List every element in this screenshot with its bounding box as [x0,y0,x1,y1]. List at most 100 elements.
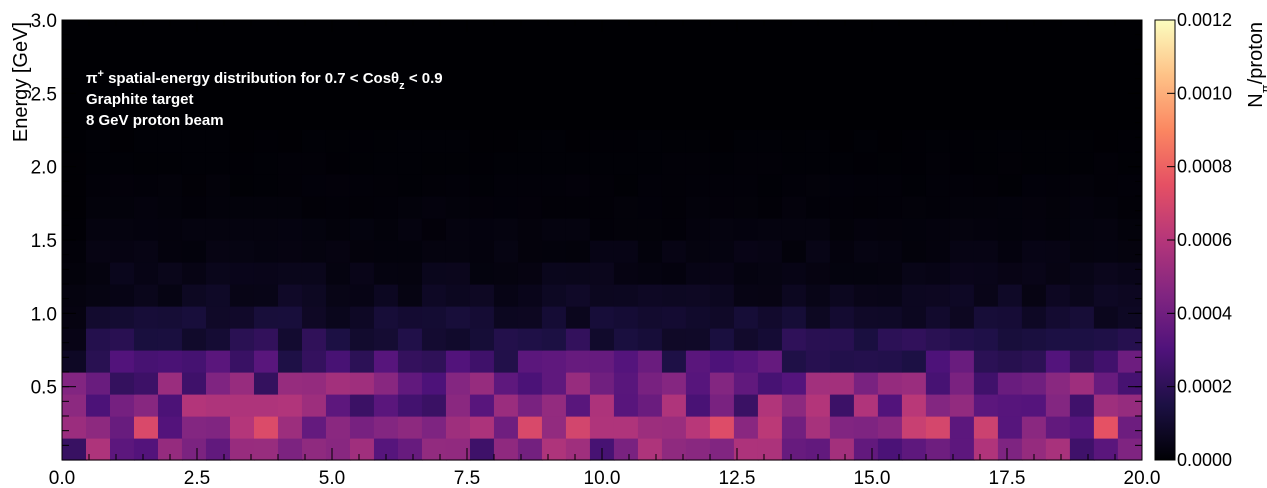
heatmap-cell [86,328,111,351]
x-tick-label: 5.0 [319,468,345,488]
heatmap-cell [734,262,759,285]
heatmap-cell [446,416,471,439]
heatmap-cell [662,240,687,263]
heatmap-cell [182,240,207,263]
heatmap-cell [566,328,591,351]
heatmap-cell [686,394,711,417]
heatmap-cell [374,350,399,373]
heatmap-cell [926,416,951,439]
heatmap-cell [902,306,927,329]
heatmap-cell [998,350,1023,373]
heatmap-cell [614,416,639,439]
heatmap-cell [446,174,471,197]
heatmap-cell [734,438,759,461]
heatmap-cell [686,416,711,439]
heatmap-cell [662,196,687,219]
heatmap-cell [830,416,855,439]
heatmap-cell [134,416,159,439]
heatmap-cell [254,196,279,219]
heatmap-cell [398,328,423,351]
heatmap-cell [686,328,711,351]
heatmap-cell [110,218,135,241]
heatmap-cell [494,438,519,461]
heatmap-cell [758,306,783,329]
heatmap-cell [878,284,903,307]
heatmap-cell [950,394,975,417]
heatmap-cell [326,350,351,373]
heatmap-cell [830,152,855,175]
heatmap-cell [374,372,399,395]
heatmap-cell [1118,438,1143,461]
heatmap-cell [230,306,255,329]
heatmap-cell [350,262,375,285]
heatmap-cell [422,328,447,351]
heatmap-cell [566,130,591,153]
heatmap-cell [758,372,783,395]
heatmap-cell [1022,394,1047,417]
heatmap-cell [1094,306,1119,329]
heatmap-cell [854,284,879,307]
heatmap-cell [782,306,807,329]
heatmap-cell [302,240,327,263]
heatmap-cell [614,130,639,153]
colorbar-tick-label: 0.0000 [1177,450,1232,470]
heatmap-cell [566,372,591,395]
heatmap-cell [542,262,567,285]
heatmap-cell [710,328,735,351]
heatmap-cell [686,152,711,175]
heatmap-cell [350,372,375,395]
heatmap-cell [302,394,327,417]
heatmap-cell [686,438,711,461]
heatmap-cell [374,284,399,307]
heatmap-cell [998,262,1023,285]
heatmap-cell [758,130,783,153]
heatmap-cell [134,262,159,285]
heatmap-cell [614,306,639,329]
heatmap-cell [254,372,279,395]
heatmap-cell [254,306,279,329]
heatmap-cell [446,394,471,417]
heatmap-cell [902,240,927,263]
heatmap-cell [206,328,231,351]
heatmap-cell [854,218,879,241]
heatmap-cell [518,394,543,417]
heatmap-cell [110,328,135,351]
heatmap-cell [518,218,543,241]
heatmap-cell [1022,372,1047,395]
heatmap-cell [398,262,423,285]
heatmap-cell [134,394,159,417]
heatmap-cell [1046,372,1071,395]
heatmap-cell [302,438,327,461]
heatmap-cell [758,262,783,285]
heatmap-cell [398,152,423,175]
heatmap-cell [854,372,879,395]
colorbar-tick-label: 0.0012 [1177,10,1232,30]
heatmap-cell [1070,328,1095,351]
heatmap-cell [878,416,903,439]
heatmap-cell [230,328,255,351]
heatmap-cell [854,152,879,175]
heatmap-cell [1022,152,1047,175]
heatmap-cell [566,196,591,219]
heatmap-cell [782,218,807,241]
colorbar-tick-label: 0.0004 [1177,303,1232,323]
heatmap-cell [686,262,711,285]
heatmap-cell [854,394,879,417]
heatmap-cell [86,438,111,461]
heatmap-cell [62,284,87,307]
heatmap-cell [806,350,831,373]
heatmap-cell [494,328,519,351]
heatmap-cell [182,152,207,175]
heatmap-cell [254,218,279,241]
heatmap-cell [398,372,423,395]
heatmap-cell [782,284,807,307]
heatmap-cell [134,350,159,373]
annotation-line-3: 8 GeV proton beam [86,112,224,129]
heatmap-cell [134,130,159,153]
heatmap-cell [830,438,855,461]
heatmap-cell [230,372,255,395]
heatmap-cell [782,240,807,263]
heatmap-cell [902,394,927,417]
heatmap-cell [590,240,615,263]
